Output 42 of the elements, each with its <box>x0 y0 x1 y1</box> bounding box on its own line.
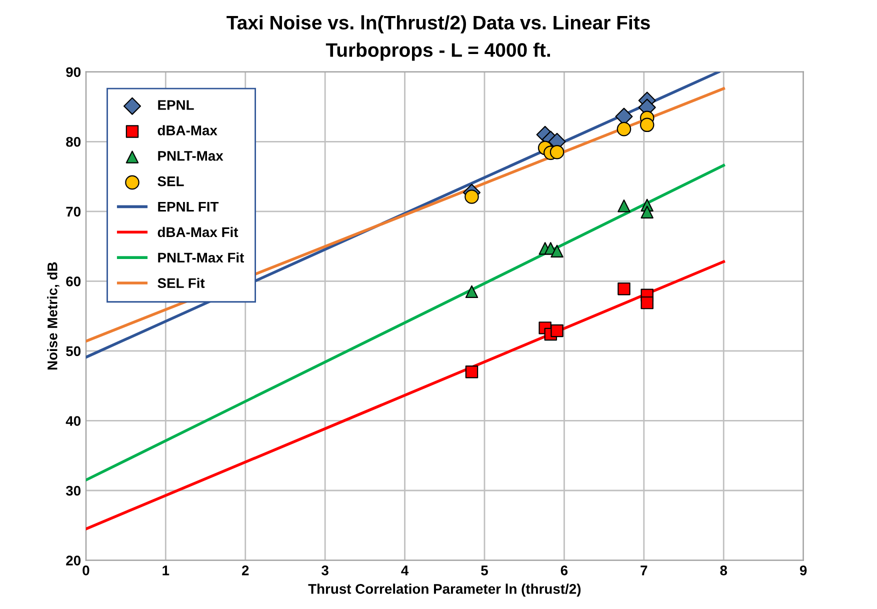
y-tick-label: 40 <box>66 416 81 426</box>
legend-label: PNLT-Max <box>158 151 224 161</box>
point <box>616 122 632 136</box>
y-tick-label: 30 <box>66 486 81 496</box>
point <box>640 296 654 310</box>
point <box>640 118 654 132</box>
x-tick-label: 0 <box>82 566 90 576</box>
point <box>618 199 630 212</box>
y-tick-label: 60 <box>66 276 81 286</box>
x-tick-label: 6 <box>560 566 568 576</box>
x-tick-label: 8 <box>720 566 728 576</box>
chart-subtitle: Turboprops - L = 4000 ft. <box>326 42 550 61</box>
x-tick-label: 2 <box>242 566 249 576</box>
x-tick-label: 4 <box>401 566 409 576</box>
y-tick-label: 70 <box>66 206 81 217</box>
legend-label: PNLT-Max Fit <box>158 252 244 263</box>
legend-label: EPNL FIT <box>158 202 219 212</box>
legend-label: dBA-Max <box>158 125 218 136</box>
legend-label: EPNL <box>158 100 194 110</box>
point <box>550 244 564 258</box>
legend-label: dBA-Max Fit <box>158 226 238 238</box>
x-tick-label: 1 <box>162 566 170 576</box>
legend-label: SEL Fit <box>158 278 205 288</box>
point <box>465 366 478 378</box>
point <box>640 206 654 218</box>
y-tick-label: 50 <box>66 346 81 356</box>
y-axis-title: Noise Metric, dB <box>47 262 60 370</box>
x-tick-label: 7 <box>640 566 648 576</box>
point <box>465 285 478 298</box>
x-tick-label: 5 <box>481 566 488 576</box>
x-axis-title: Thrust Correlation Parameter ln (thrust/2) <box>308 584 581 597</box>
y-tick-label: 80 <box>66 136 81 147</box>
x-tick-label: 9 <box>800 566 807 576</box>
legend-label: SEL <box>158 176 184 186</box>
point <box>550 144 564 160</box>
point <box>550 324 564 338</box>
y-tick-label: 90 <box>66 67 81 78</box>
point <box>618 282 630 296</box>
x-tick-label: 3 <box>322 566 328 576</box>
chart-title: Taxi Noise vs. ln(Thrust/2) Data vs. Linear Fits <box>226 15 650 34</box>
point <box>464 190 479 204</box>
y-tick-label: 20 <box>66 556 81 566</box>
